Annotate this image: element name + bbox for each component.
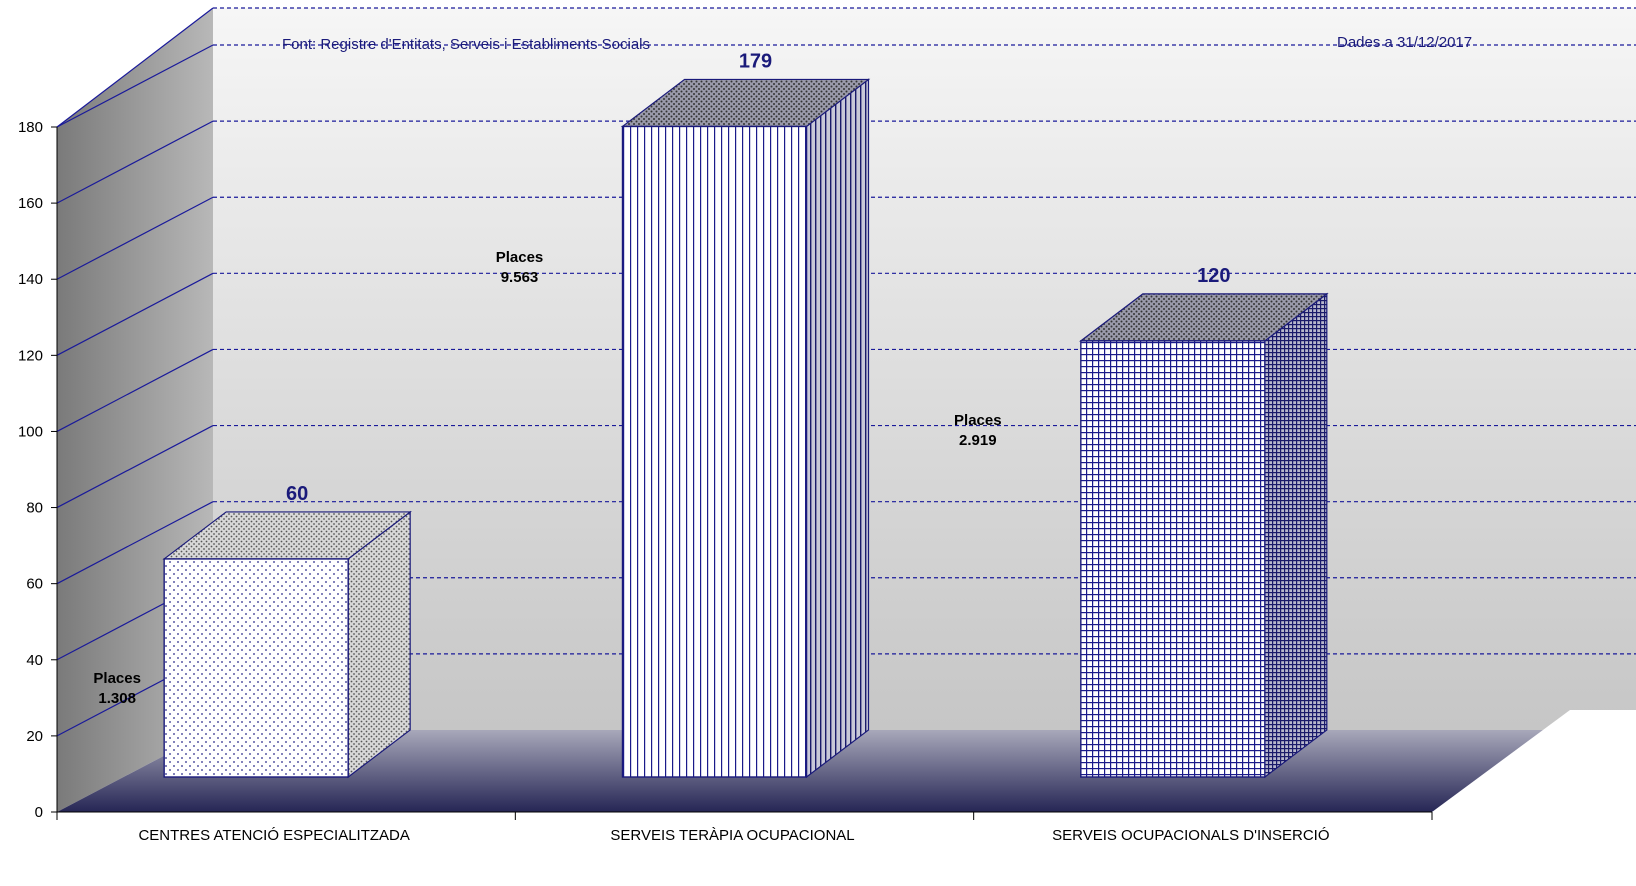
places-title: Places xyxy=(954,412,1002,429)
source-note: Font: Registre d'Entitats, Serveis i Est… xyxy=(282,36,650,53)
bar-3 xyxy=(1079,292,1329,779)
side-gridline xyxy=(56,501,214,585)
bar-side xyxy=(1264,292,1328,779)
y-tick-label: 120 xyxy=(18,347,43,364)
y-tick-label: 0 xyxy=(35,804,43,821)
places-value: 2.919 xyxy=(959,432,997,449)
category-label: SERVEIS OCUPACIONALS D'INSERCIÓ xyxy=(1052,827,1329,844)
bar-2 xyxy=(620,78,871,779)
bar-front xyxy=(1080,340,1266,778)
value-label: 120 xyxy=(1197,265,1230,287)
value-label: 60 xyxy=(286,483,308,505)
top-side-edge xyxy=(56,7,214,128)
y-tick-label: 140 xyxy=(18,271,43,288)
bar-side xyxy=(805,78,870,779)
category-label: CENTRES ATENCIÓ ESPECIALITZADA xyxy=(138,827,409,844)
back-wall xyxy=(213,8,1636,730)
places-value: 1.308 xyxy=(98,690,136,707)
y-tick-label: 80 xyxy=(26,500,43,517)
places-value: 9.563 xyxy=(501,269,539,286)
bar-1 xyxy=(162,510,412,779)
bar-front xyxy=(163,558,349,778)
y-tick-label: 60 xyxy=(26,576,43,593)
y-tick-label: 180 xyxy=(18,119,43,136)
side-gridline xyxy=(56,196,214,280)
date-note: Dades a 31/12/2017 xyxy=(1337,34,1472,51)
category-label: SERVEIS TERÀPIA OCUPACIONAL xyxy=(610,827,854,844)
side-gridline xyxy=(56,120,214,204)
y-tick-label: 20 xyxy=(26,728,43,745)
y-tick-label: 40 xyxy=(26,652,43,669)
value-label: 179 xyxy=(739,50,772,72)
side-gridline xyxy=(56,272,214,356)
y-tick-label: 100 xyxy=(18,423,43,440)
y-tick-label: 160 xyxy=(18,195,43,212)
side-gridline xyxy=(56,425,214,509)
side-gridline xyxy=(56,348,214,432)
places-title: Places xyxy=(93,670,141,687)
side-gridline xyxy=(56,44,214,128)
places-title: Places xyxy=(496,249,544,266)
bar-front xyxy=(621,125,808,778)
